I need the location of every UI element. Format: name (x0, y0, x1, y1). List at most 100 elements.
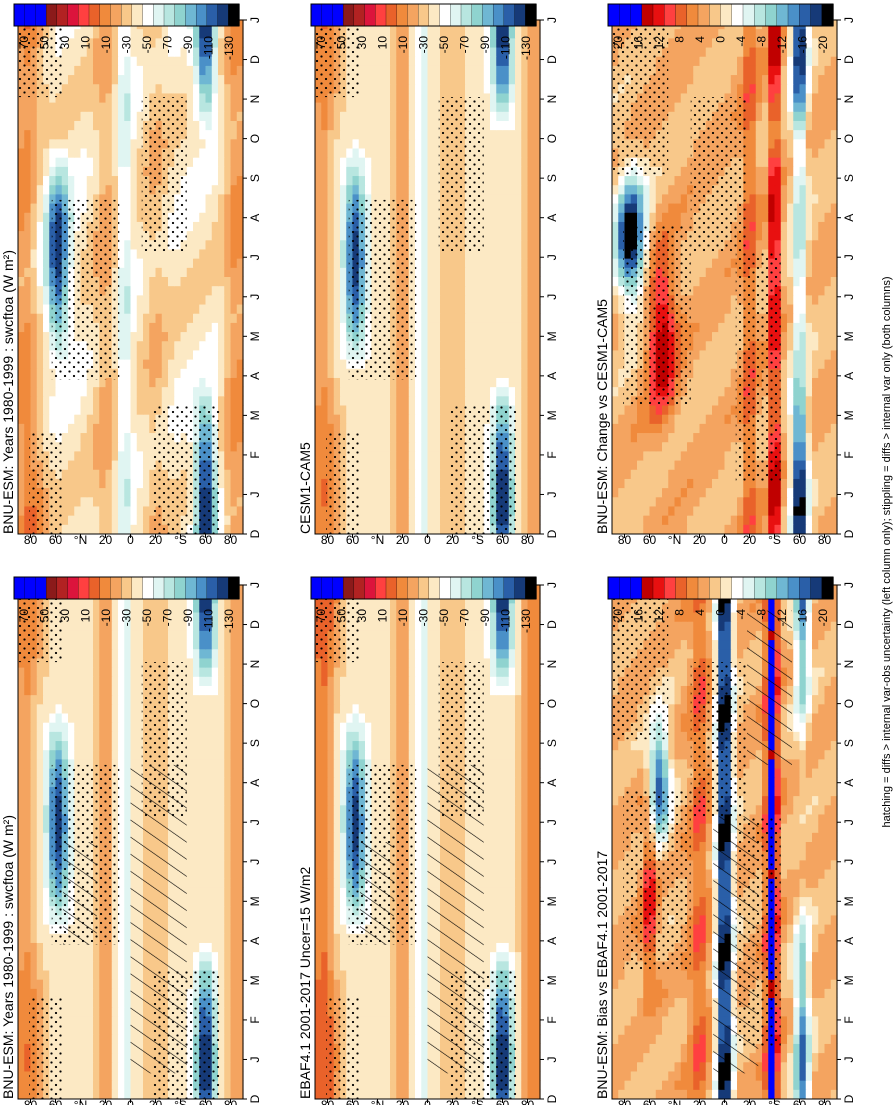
heatmap-cell (402, 979, 410, 989)
heatmap-cell (124, 731, 132, 742)
heatmap-cell (327, 951, 335, 962)
heatmap-cell (136, 74, 144, 85)
heatmap-cell (168, 303, 175, 314)
heatmap-cell (93, 147, 100, 158)
heatmap-cell (24, 979, 32, 989)
heatmap-cell (118, 1034, 125, 1044)
heatmap-cell (199, 368, 207, 378)
heatmap-cell (199, 667, 207, 677)
heatmap-cell (43, 667, 50, 677)
heatmap-cell (80, 988, 88, 999)
heatmap-cell (99, 1061, 107, 1072)
heatmap-cell (130, 202, 138, 213)
heatmap-cell (205, 960, 213, 971)
heatmap-cell (86, 524, 94, 534)
heatmap-cell (224, 749, 232, 760)
heatmap-cell (61, 175, 69, 186)
heatmap-cell (358, 960, 366, 971)
heatmap-cell (224, 988, 232, 999)
heatmap-cell (415, 1089, 422, 1099)
heatmap-cell (205, 175, 213, 186)
heatmap-cell (193, 221, 200, 232)
heatmap-cell (136, 258, 144, 268)
heatmap-cell (111, 648, 119, 659)
heatmap-cell (186, 258, 194, 268)
heatmap-cell (346, 951, 354, 962)
heatmap-cell (199, 703, 207, 714)
heatmap-cell (515, 951, 522, 962)
heatmap-cell (93, 731, 100, 742)
heatmap-cell (193, 74, 200, 85)
heatmap-cell (80, 157, 88, 167)
heatmap-cell (43, 175, 50, 186)
heatmap-cell (508, 960, 516, 971)
heatmap-cell (30, 166, 38, 177)
heatmap-cell (105, 515, 113, 525)
heatmap-cell (174, 322, 182, 333)
heatmap-cell (230, 1089, 238, 1099)
heatmap-cell (74, 1061, 82, 1072)
heatmap-cell (105, 740, 113, 751)
colorbar-label: 30 (58, 609, 72, 623)
heatmap-cell (74, 657, 82, 668)
heatmap-cell (340, 979, 347, 989)
heatmap-cell (193, 639, 200, 650)
heatmap-cell (143, 386, 150, 397)
heatmap-cell (49, 988, 57, 999)
heatmap-cell (496, 942, 504, 953)
heatmap-cell (68, 685, 75, 696)
heatmap-cell (93, 1024, 100, 1035)
heatmap-cell (18, 740, 25, 751)
heatmap-cell (18, 340, 25, 351)
heatmap-cell (80, 942, 88, 953)
heatmap-cell (111, 184, 119, 195)
heatmap-cell (211, 914, 219, 925)
heatmap-cell (421, 997, 429, 1008)
heatmap-cell (230, 423, 238, 434)
heatmap-cell (18, 294, 25, 305)
heatmap-cell (224, 868, 232, 879)
heatmap-cell (205, 722, 213, 732)
heatmap-cell (193, 868, 200, 879)
heatmap-cell (61, 942, 69, 953)
heatmap-cell (168, 74, 175, 85)
heatmap-cell (211, 386, 219, 397)
heatmap-cell (211, 138, 219, 149)
heatmap-cell (143, 56, 150, 66)
heatmap-cell (124, 703, 132, 714)
heatmap-cell (521, 1006, 529, 1017)
heatmap-cell (224, 285, 232, 296)
colorbar-swatch (45, 576, 58, 600)
heatmap-cell (205, 193, 213, 204)
heatmap-cell (118, 469, 125, 479)
heatmap-cell (130, 322, 138, 333)
heatmap-cell (118, 459, 125, 470)
heatmap-cell (402, 1006, 410, 1017)
heatmap-cell (80, 722, 88, 732)
heatmap-cell (49, 951, 57, 962)
heatmap-cell (186, 639, 194, 650)
heatmap-cell (24, 377, 32, 388)
heatmap-cell (24, 767, 32, 778)
heatmap-cell (80, 102, 88, 112)
heatmap-cell (174, 340, 182, 351)
heatmap-cell (18, 722, 25, 732)
heatmap-cell (377, 1052, 385, 1063)
heatmap-cell (193, 239, 200, 250)
heatmap-cell (36, 111, 44, 121)
heatmap-cell (86, 505, 94, 516)
heatmap-cell (68, 120, 75, 131)
heatmap-cell (490, 914, 497, 925)
heatmap-cell (415, 1015, 422, 1026)
heatmap-cell (193, 667, 200, 677)
heatmap-cell (86, 1024, 94, 1035)
heatmap-cell (143, 450, 150, 461)
heatmap-cell (80, 120, 88, 131)
heatmap-cell (80, 386, 88, 397)
heatmap-cell (99, 1080, 107, 1090)
heatmap-cell (333, 951, 341, 962)
heatmap-cell (168, 349, 175, 360)
heatmap-cell (105, 1070, 113, 1081)
heatmap-cell (93, 988, 100, 999)
heatmap-cell (86, 1043, 94, 1054)
